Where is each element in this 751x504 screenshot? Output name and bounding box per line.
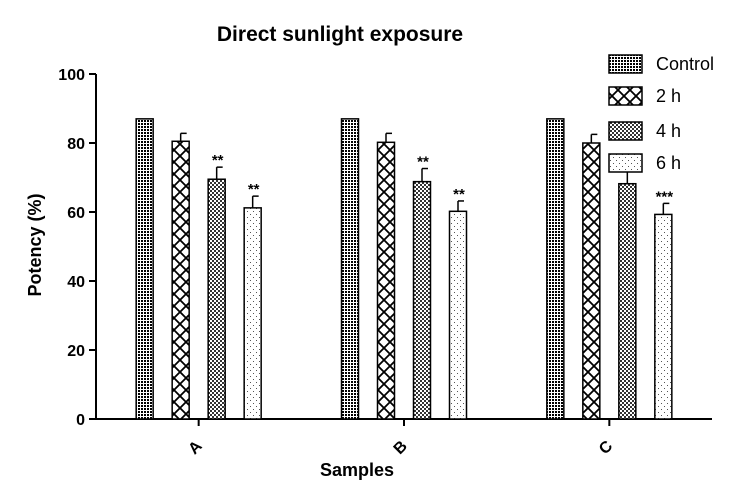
y-tick-label: 40 [67,274,85,291]
bars: ************* [135,118,674,420]
legend-label: Control [656,54,714,74]
x-tick-label: C [596,437,617,458]
bar [207,178,226,420]
y-tick-label: 0 [76,412,85,429]
bar [135,118,154,420]
significance-label: ** [248,181,260,198]
bar [546,118,565,420]
legend-swatch [608,86,643,106]
legend-swatch [608,121,643,141]
legend-swatch [608,153,643,173]
y-ticks: 0 20 40 60 80 100 [58,67,96,429]
legend-swatch [608,54,643,74]
significance-label: ** [212,152,224,169]
x-axis-label: Samples [320,460,394,480]
chart-title: Direct sunlight exposure [217,23,463,46]
y-tick-label: 20 [67,343,85,360]
x-ticks: A B C [185,419,617,458]
x-tick-label: B [391,438,411,458]
bar [618,182,637,420]
bar [448,210,468,420]
legend-label: 6 h [656,153,681,173]
y-tick-label: 80 [67,136,85,153]
bar [582,142,601,420]
legend: Control 2 h 4 h 6 h [608,54,714,173]
bar [654,213,673,420]
significance-label: *** [656,188,674,205]
legend-label: 4 h [656,121,681,141]
bar [171,140,190,420]
legend-label: 2 h [656,86,681,106]
y-axis-label: Potency (%) [25,193,45,296]
significance-label: ** [417,154,429,171]
y-tick-label: 60 [67,205,85,222]
bar [243,207,262,420]
bar [376,141,396,420]
bar [340,118,360,420]
bar [412,180,432,420]
significance-label: ** [453,186,465,203]
x-tick-label: A [185,437,206,458]
y-tick-label: 100 [58,67,85,84]
